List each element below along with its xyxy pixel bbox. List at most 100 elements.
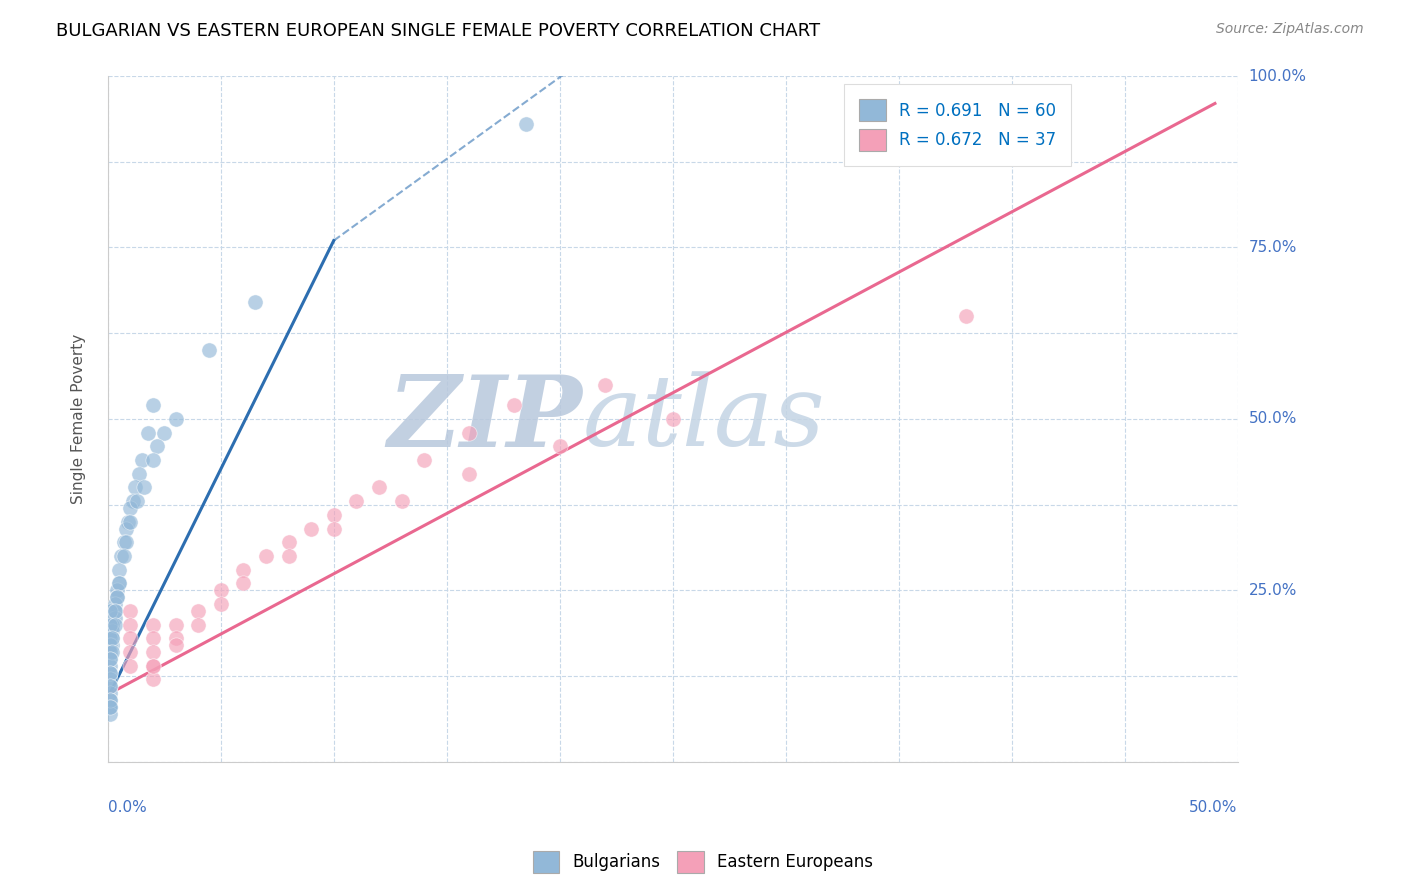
Point <box>120 632 142 646</box>
Point <box>120 617 142 632</box>
Point <box>142 398 165 412</box>
Text: 50.0%: 50.0% <box>1189 799 1237 814</box>
Point <box>98 604 121 618</box>
Point <box>661 412 683 426</box>
Point <box>277 549 299 563</box>
Point <box>955 309 977 323</box>
Point <box>142 673 165 687</box>
Point <box>117 515 139 529</box>
Point <box>391 494 413 508</box>
Point <box>142 645 165 659</box>
Point <box>98 652 121 666</box>
Text: atlas: atlas <box>582 371 825 467</box>
Point <box>98 700 121 714</box>
Point <box>165 412 187 426</box>
Point <box>232 563 254 577</box>
Point <box>299 522 322 536</box>
Point <box>138 425 160 440</box>
Point <box>458 467 481 481</box>
Point <box>108 563 131 577</box>
Point <box>98 632 121 646</box>
Point <box>142 617 165 632</box>
Point <box>322 522 344 536</box>
Point <box>98 679 121 693</box>
Text: BULGARIAN VS EASTERN EUROPEAN SINGLE FEMALE POVERTY CORRELATION CHART: BULGARIAN VS EASTERN EUROPEAN SINGLE FEM… <box>56 22 820 40</box>
Point <box>105 583 128 598</box>
Point <box>101 645 124 659</box>
Legend: R = 0.691   N = 60, R = 0.672   N = 37: R = 0.691 N = 60, R = 0.672 N = 37 <box>844 85 1071 166</box>
Point <box>142 658 165 673</box>
Point <box>98 638 121 652</box>
Text: 0.0%: 0.0% <box>108 799 146 814</box>
Point <box>209 597 232 611</box>
Point <box>548 439 571 453</box>
Point <box>101 632 124 646</box>
Point <box>165 617 187 632</box>
Point <box>132 481 155 495</box>
Legend: Bulgarians, Eastern Europeans: Bulgarians, Eastern Europeans <box>526 845 880 880</box>
Point <box>128 467 150 481</box>
Point <box>142 453 165 467</box>
Point <box>112 535 135 549</box>
Point <box>277 535 299 549</box>
Point <box>124 481 146 495</box>
Point <box>101 638 124 652</box>
Point <box>98 700 121 714</box>
Point <box>187 604 209 618</box>
Point <box>103 604 125 618</box>
Point <box>103 611 125 625</box>
Point <box>322 508 344 522</box>
Point <box>127 494 149 508</box>
Point <box>503 398 526 412</box>
Point <box>98 673 121 687</box>
Point <box>98 617 121 632</box>
Point <box>413 453 436 467</box>
Text: 25.0%: 25.0% <box>1249 582 1296 598</box>
Point <box>112 549 135 563</box>
Text: ZIP: ZIP <box>387 371 582 467</box>
Point <box>101 632 124 646</box>
Text: 75.0%: 75.0% <box>1249 240 1296 255</box>
Point <box>165 632 187 646</box>
Point <box>103 617 125 632</box>
Point <box>515 117 537 131</box>
Point <box>146 439 169 453</box>
Point <box>153 425 176 440</box>
Point <box>367 481 389 495</box>
Point <box>593 377 616 392</box>
Point <box>120 645 142 659</box>
Point <box>232 576 254 591</box>
Point <box>120 658 142 673</box>
Point <box>115 535 138 549</box>
Point <box>243 295 266 310</box>
Point <box>121 494 143 508</box>
Point <box>165 638 187 652</box>
Point <box>110 549 132 563</box>
Point <box>103 597 125 611</box>
Point <box>98 693 121 707</box>
Point <box>142 632 165 646</box>
Point <box>142 658 165 673</box>
Point <box>98 658 121 673</box>
Point <box>120 501 142 516</box>
Point <box>101 617 124 632</box>
Point <box>98 652 121 666</box>
Point <box>98 645 121 659</box>
Point <box>98 686 121 700</box>
Point <box>115 522 138 536</box>
Point <box>344 494 367 508</box>
Point <box>108 576 131 591</box>
Text: 50.0%: 50.0% <box>1249 411 1296 426</box>
Point <box>98 679 121 693</box>
Text: 100.0%: 100.0% <box>1249 69 1306 84</box>
Point <box>458 425 481 440</box>
Point <box>198 343 221 358</box>
Point <box>254 549 277 563</box>
Point <box>131 453 153 467</box>
Point <box>103 604 125 618</box>
Point <box>108 576 131 591</box>
Point <box>120 515 142 529</box>
Point <box>98 665 121 680</box>
Point <box>105 591 128 605</box>
Point <box>101 624 124 639</box>
